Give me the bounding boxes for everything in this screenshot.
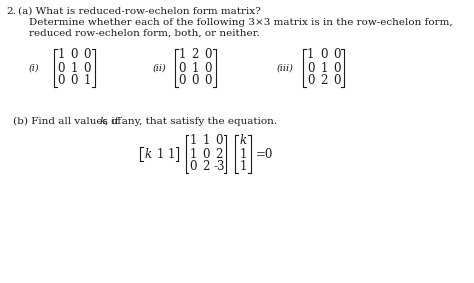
Text: k: k	[100, 117, 106, 126]
Text: 0: 0	[83, 61, 91, 74]
Text: Determine whether each of the following 3×3 matrix is in the row-echelon form,: Determine whether each of the following …	[29, 18, 453, 27]
Text: 0: 0	[307, 61, 314, 74]
Text: =0: =0	[255, 147, 273, 160]
Text: (b) Find all values of: (b) Find all values of	[13, 117, 125, 126]
Text: 1: 1	[202, 134, 210, 147]
Text: 0: 0	[216, 134, 223, 147]
Text: 0: 0	[333, 48, 341, 61]
Text: 0: 0	[71, 74, 78, 87]
Text: k: k	[239, 134, 246, 147]
Text: 1: 1	[71, 61, 78, 74]
Text: 2: 2	[202, 160, 210, 173]
Text: 1: 1	[191, 61, 199, 74]
Text: 1: 1	[84, 74, 91, 87]
Text: 0: 0	[57, 74, 65, 87]
Text: 1: 1	[168, 147, 175, 160]
Text: 1: 1	[320, 61, 328, 74]
Text: 1: 1	[239, 160, 246, 173]
Text: 1: 1	[156, 147, 164, 160]
Text: 0: 0	[205, 61, 212, 74]
Text: -3: -3	[213, 160, 225, 173]
Text: 0: 0	[178, 74, 186, 87]
Text: 0: 0	[71, 48, 78, 61]
Text: 1: 1	[57, 48, 64, 61]
Text: 2: 2	[191, 48, 199, 61]
Text: (i): (i)	[29, 63, 39, 72]
Text: 0: 0	[307, 74, 314, 87]
Text: (ii): (ii)	[153, 63, 166, 72]
Text: 0: 0	[320, 48, 328, 61]
Text: 1: 1	[189, 134, 197, 147]
Text: 0: 0	[202, 147, 210, 160]
Text: reduced row-echelon form, both, or neither.: reduced row-echelon form, both, or neith…	[29, 29, 260, 38]
Text: 0: 0	[189, 160, 197, 173]
Text: 1: 1	[307, 48, 314, 61]
Text: 1: 1	[178, 48, 186, 61]
Text: (iii): (iii)	[277, 63, 294, 72]
Text: 0: 0	[205, 74, 212, 87]
Text: 0: 0	[333, 74, 341, 87]
Text: 2.: 2.	[7, 7, 17, 16]
Text: 2: 2	[320, 74, 328, 87]
Text: 1: 1	[239, 147, 246, 160]
Text: 2: 2	[216, 147, 223, 160]
Text: 0: 0	[333, 61, 341, 74]
Text: 0: 0	[57, 61, 65, 74]
Text: 1: 1	[189, 147, 197, 160]
Text: , if any, that satisfy the equation.: , if any, that satisfy the equation.	[105, 117, 277, 126]
Text: (a) What is reduced-row-echelon form matrix?: (a) What is reduced-row-echelon form mat…	[18, 7, 261, 16]
Text: 0: 0	[178, 61, 186, 74]
Text: k: k	[145, 147, 152, 160]
Text: 0: 0	[205, 48, 212, 61]
Text: 0: 0	[83, 48, 91, 61]
Text: 0: 0	[191, 74, 199, 87]
